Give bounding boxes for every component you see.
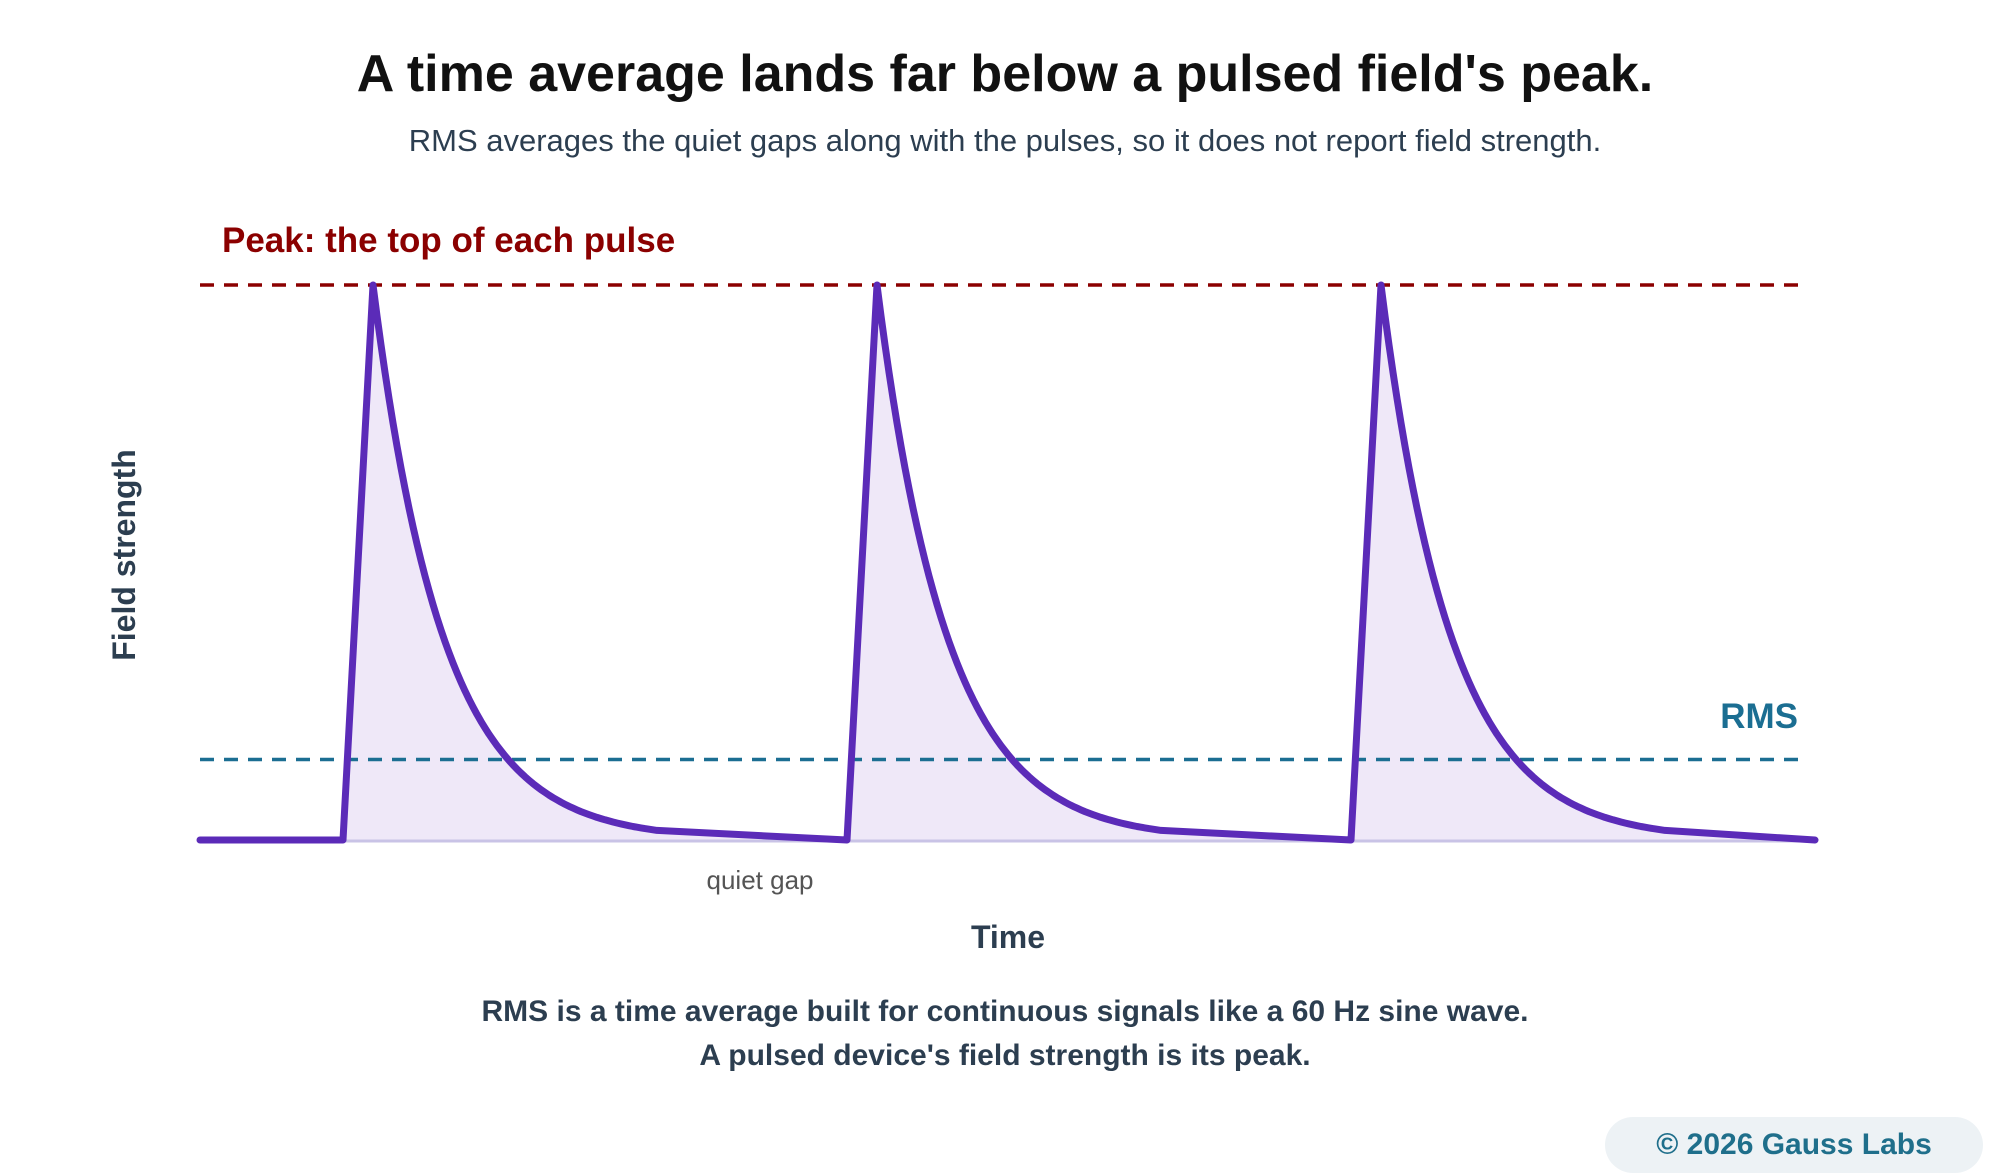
copyright-badge: © 2026 Gauss Labs [1605, 1117, 1983, 1173]
quiet-gap-annotation: quiet gap [707, 865, 814, 895]
peak-label: Peak: the top of each pulse [222, 221, 675, 260]
signal-area [200, 285, 1815, 840]
footer-line-1: RMS is a time average built for continuo… [481, 995, 1529, 1028]
footer-note: RMS is a time average built for continuo… [0, 990, 2000, 1078]
signal-line [196, 281, 1819, 844]
chart-title: A time average lands far below a pulsed … [356, 45, 1654, 103]
chart-subtitle: RMS averages the quiet gaps along with t… [408, 123, 1602, 158]
x-axis-label: Time [971, 919, 1045, 955]
footer-line-2: A pulsed device's field strength is its … [699, 1039, 1311, 1072]
pulse-chart: Peak: the top of each pulse RMS quiet ga… [106, 221, 1819, 955]
y-axis-label: Field strength [106, 449, 142, 661]
rms-label: RMS [1720, 697, 1798, 736]
